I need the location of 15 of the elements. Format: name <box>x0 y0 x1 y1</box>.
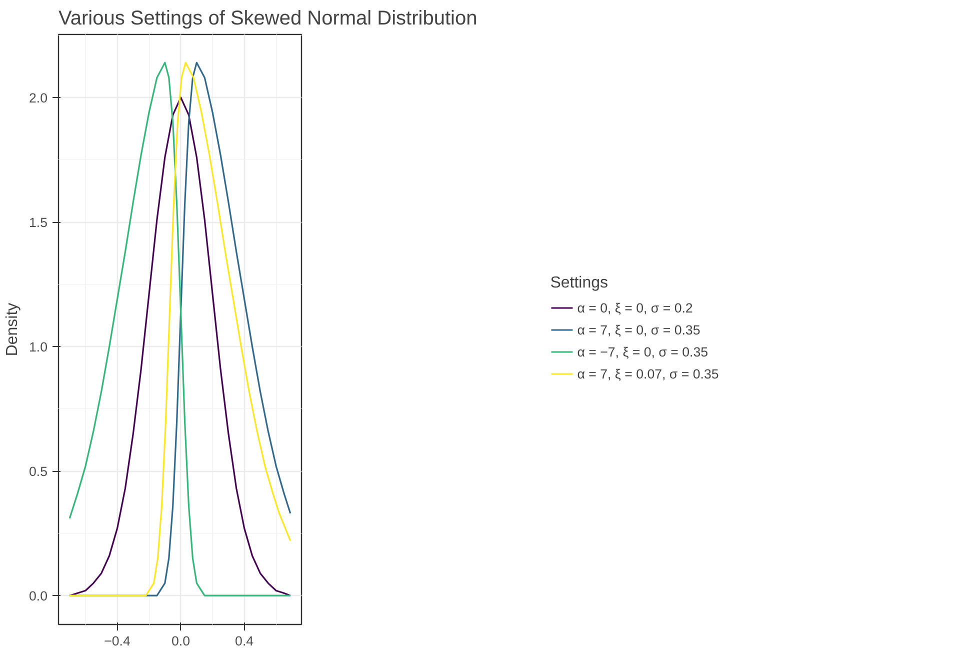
y-tick-label: 0.0 <box>28 588 48 604</box>
legend-label: α = −7, ξ = 0, σ = 0.35 <box>577 344 708 359</box>
legend-label: α = 7, ξ = 0.07, σ = 0.35 <box>577 366 719 381</box>
y-tick-label: 2.0 <box>28 90 48 106</box>
legend-label: α = 0, ξ = 0, σ = 0.2 <box>577 300 693 315</box>
legend-label: α = 7, ξ = 0, σ = 0.35 <box>577 322 700 337</box>
x-tick-label: 0.0 <box>172 634 190 648</box>
legend-title: Settings <box>550 274 610 292</box>
x-tick-label: −0.4 <box>104 634 132 648</box>
x-tick-label: 0.4 <box>235 634 254 648</box>
y-tick-label: 1.0 <box>28 340 48 355</box>
y-tick-label: 0.5 <box>28 464 48 480</box>
y-tick-label: 1.5 <box>28 215 48 230</box>
y-axis-title: Density <box>4 302 21 356</box>
chart-title: Various Settings of Skewed Normal Distribution <box>58 8 478 30</box>
